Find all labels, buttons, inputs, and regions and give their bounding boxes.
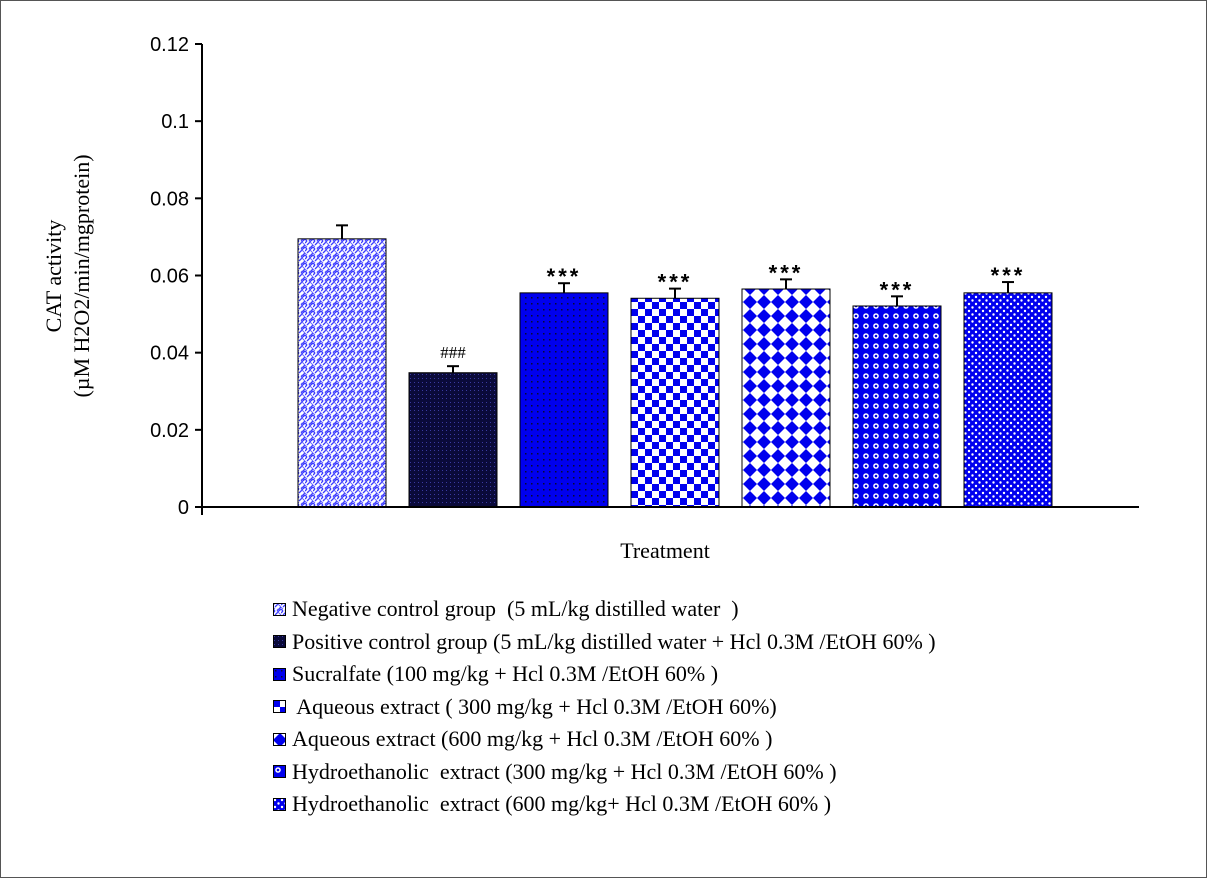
bar	[630, 297, 720, 508]
legend-label: Aqueous extract (600 mg/kg + Hcl 0.3M /E…	[292, 726, 773, 752]
legend-swatch	[273, 765, 286, 779]
bar-significance-label: ###	[440, 343, 466, 362]
legend-swatch	[273, 635, 286, 649]
legend-label: Aqueous extract ( 300 mg/kg + Hcl 0.3M /…	[292, 693, 777, 719]
bar	[963, 292, 1053, 508]
legend-item: Hydroethanolic extract (600 mg/kg+ Hcl 0…	[273, 788, 936, 821]
y-tick-label: 0.06	[150, 266, 189, 288]
bar	[741, 288, 831, 508]
bar	[852, 305, 942, 508]
legend-item: Aqueous extract ( 300 mg/kg + Hcl 0.3M /…	[273, 691, 936, 724]
legend-swatch	[273, 667, 286, 681]
y-tick-label: 0.12	[150, 34, 189, 56]
x-axis-title: Treatment	[620, 538, 710, 563]
bar	[297, 238, 387, 508]
y-axis-title: CAT activity (µM H2O2/min/mgprotein)	[41, 154, 94, 397]
bar-significance-label: ***	[991, 263, 1026, 288]
y-axis: 0 0.02 0.04 0.06 0.08 0.1 0.12	[150, 34, 202, 519]
y-axis-title-line1: CAT activity	[41, 220, 66, 333]
y-axis-title-line2: (µM H2O2/min/mgprotein)	[69, 154, 94, 397]
y-tick-label: 0	[178, 497, 189, 519]
bar-significance-label: ***	[658, 270, 693, 295]
bar-significance-label: ***	[769, 260, 804, 285]
legend-swatch	[273, 602, 286, 616]
legend-item: Hydroethanolic extract (300 mg/kg + Hcl …	[273, 756, 936, 789]
legend-label: Negative control group (5 mL/kg distille…	[292, 596, 739, 622]
legend-label: Hydroethanolic extract (600 mg/kg+ Hcl 0…	[292, 791, 832, 817]
legend-item: Aqueous extract (600 mg/kg + Hcl 0.3M /E…	[273, 723, 936, 756]
legend-item: Negative control group (5 mL/kg distille…	[273, 593, 936, 626]
legend-item: Positive control group (5 mL/kg distille…	[273, 626, 936, 659]
bars-group: ### *** *** *** *** ***	[297, 224, 1053, 508]
legend-swatch	[273, 732, 286, 746]
legend-label: Hydroethanolic extract (300 mg/kg + Hcl …	[292, 758, 837, 784]
legend-swatch	[273, 700, 286, 714]
y-tick-label: 0.04	[150, 343, 189, 365]
bar	[408, 372, 498, 508]
legend-label: Sucralfate (100 mg/kg + Hcl 0.3M /EtOH 6…	[292, 661, 719, 687]
bar	[519, 292, 609, 508]
y-tick-label: 0.1	[161, 111, 189, 133]
bar-significance-label: ***	[547, 264, 582, 289]
legend-label: Positive control group (5 mL/kg distille…	[292, 628, 936, 654]
legend-swatch	[273, 797, 286, 811]
legend-item: Sucralfate (100 mg/kg + Hcl 0.3M /EtOH 6…	[273, 658, 936, 691]
y-tick-label: 0.02	[150, 420, 189, 442]
legend: Negative control group (5 mL/kg distille…	[273, 593, 936, 821]
y-tick-label: 0.08	[150, 188, 189, 210]
bar-significance-label: ***	[880, 277, 915, 302]
